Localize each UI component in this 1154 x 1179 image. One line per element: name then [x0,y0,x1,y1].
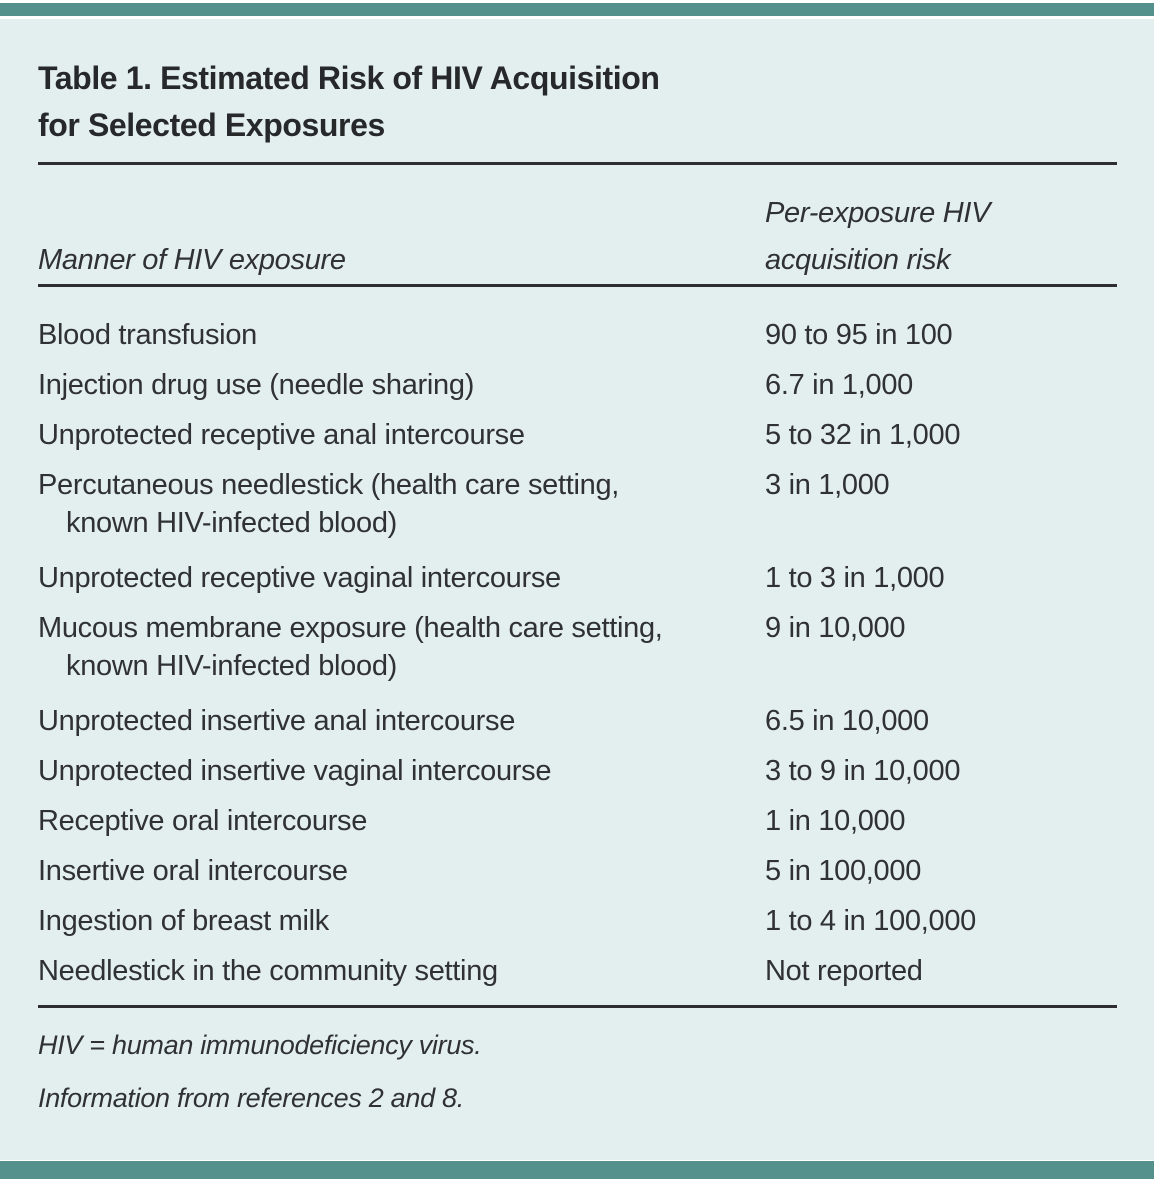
table-row: Insertive oral intercourse 5 in 100,000 [38,852,1117,890]
exposure-cell: Percutaneous needlestick (health care se… [38,469,620,539]
table-body: Blood transfusion 90 to 95 in 100 Inject… [38,316,1117,990]
risk-cell: 3 in 1,000 [765,469,890,501]
risk-cell: 5 in 100,000 [765,855,922,887]
top-accent-bar [0,3,1154,16]
table-row: Receptive oral intercourse 1 in 10,000 [38,802,1117,840]
exposure-cell: Mucous membrane exposure (health care se… [38,612,663,682]
exposure-cell: Unprotected insertive vaginal intercours… [38,755,552,787]
table-row: Injection drug use (needle sharing) 6.7 … [38,366,1117,404]
footnote-source: Information from references 2 and 8. [38,1083,464,1113]
header-divider [38,284,1117,287]
exposure-cell: Unprotected insertive anal intercourse [38,705,516,737]
risk-cell: Not reported [765,955,923,987]
risk-cell: 3 to 9 in 10,000 [765,755,961,787]
table-row: Unprotected receptive vaginal intercours… [38,559,1117,597]
footer-divider [38,1005,1117,1008]
table-row: Blood transfusion 90 to 95 in 100 [38,316,1117,354]
table-row: Unprotected insertive vaginal intercours… [38,752,1117,790]
risk-cell: 1 to 3 in 1,000 [765,562,945,594]
table-title: Table 1. Estimated Risk of HIV Acquisiti… [38,60,660,143]
table-panel: Table 1. Estimated Risk of HIV Acquisiti… [0,19,1154,1160]
exposure-cell: Unprotected receptive vaginal intercours… [38,562,561,594]
risk-cell: 6.7 in 1,000 [765,369,913,401]
exposure-cell: Unprotected receptive anal intercourse [38,419,525,451]
risk-cell: 90 to 95 in 100 [765,319,953,351]
table-row: Mucous membrane exposure (health care se… [38,609,1117,685]
table-row: Unprotected receptive anal intercourse 5… [38,416,1117,454]
risk-cell: 9 in 10,000 [765,612,906,644]
exposure-cell: Blood transfusion [38,319,257,351]
risk-cell: 1 in 10,000 [765,805,906,837]
table-row: Needlestick in the community setting Not… [38,952,1117,990]
risk-cell: 1 to 4 in 100,000 [765,905,976,937]
bottom-accent-bar [0,1161,1154,1179]
risk-cell: 5 to 32 in 1,000 [765,419,961,451]
table-header-row: Manner of HIV exposure Per-exposure HIV … [38,190,1117,284]
exposure-cell: Insertive oral intercourse [38,855,348,887]
footnote-abbreviation: HIV = human immunodeficiency virus. [38,1030,482,1060]
exposure-cell: Injection drug use (needle sharing) [38,369,475,401]
column-header-exposure: Manner of HIV exposure [38,244,346,276]
table-row: Ingestion of breast milk 1 to 4 in 100,0… [38,902,1117,940]
exposure-cell: Needlestick in the community setting [38,955,498,987]
column-header-risk: Per-exposure HIV acquisition risk [765,197,991,276]
exposure-cell: Receptive oral intercourse [38,805,368,837]
risk-cell: 6.5 in 10,000 [765,705,929,737]
table-row: Unprotected insertive anal intercourse 6… [38,702,1117,740]
table-row: Percutaneous needlestick (health care se… [38,466,1117,542]
title-divider [38,162,1117,165]
exposure-cell: Ingestion of breast milk [38,905,329,937]
